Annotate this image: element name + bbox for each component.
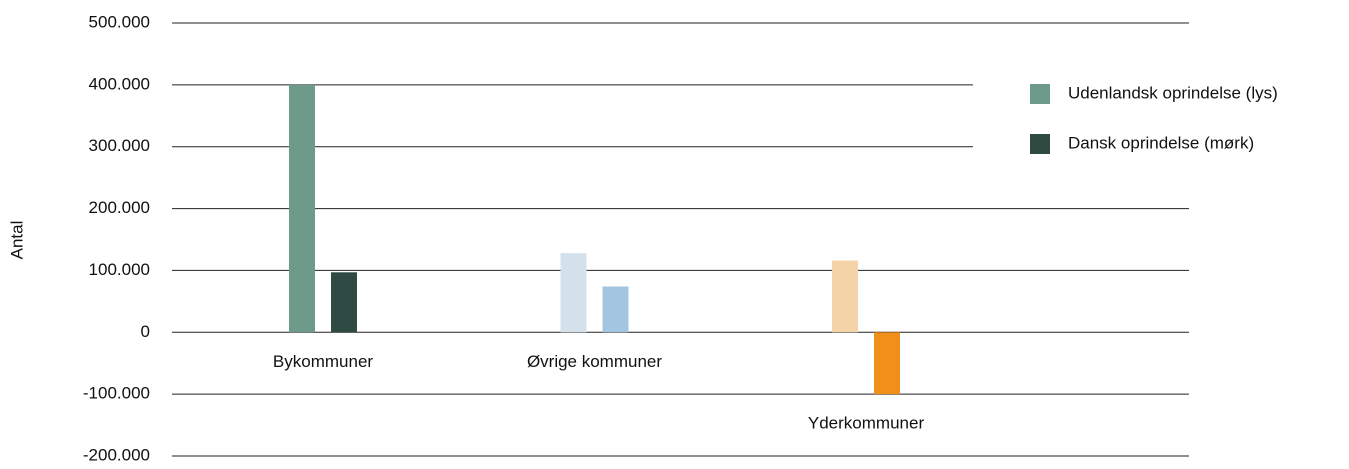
bar bbox=[874, 332, 900, 395]
bar bbox=[331, 272, 357, 333]
y-tick-label: -200.000 bbox=[83, 445, 150, 464]
legend-swatch bbox=[1030, 134, 1050, 154]
legend-swatch bbox=[1030, 84, 1050, 104]
bar bbox=[832, 260, 858, 333]
y-tick-label: 300.000 bbox=[89, 136, 150, 155]
bar bbox=[602, 286, 629, 333]
x-tick-label: Bykommuner bbox=[273, 352, 373, 371]
bar bbox=[289, 84, 315, 333]
y-tick-label: 400.000 bbox=[89, 74, 150, 93]
y-tick-label: 200.000 bbox=[89, 198, 150, 217]
y-axis-title: Antal bbox=[7, 221, 26, 260]
y-tick-label: 0 bbox=[141, 322, 150, 341]
bar bbox=[560, 253, 587, 333]
y-tick-label: 100.000 bbox=[89, 260, 150, 279]
legend-background bbox=[973, 60, 1193, 175]
y-tick-label: 500.000 bbox=[89, 12, 150, 31]
y-tick-label: -100.000 bbox=[83, 384, 150, 403]
legend-label: Dansk oprindelse (mørk) bbox=[1068, 133, 1254, 152]
x-tick-label: Øvrige kommuner bbox=[527, 352, 662, 371]
x-tick-label: Yderkommuner bbox=[808, 414, 925, 433]
legend-label: Udenlandsk oprindelse (lys) bbox=[1068, 83, 1278, 102]
